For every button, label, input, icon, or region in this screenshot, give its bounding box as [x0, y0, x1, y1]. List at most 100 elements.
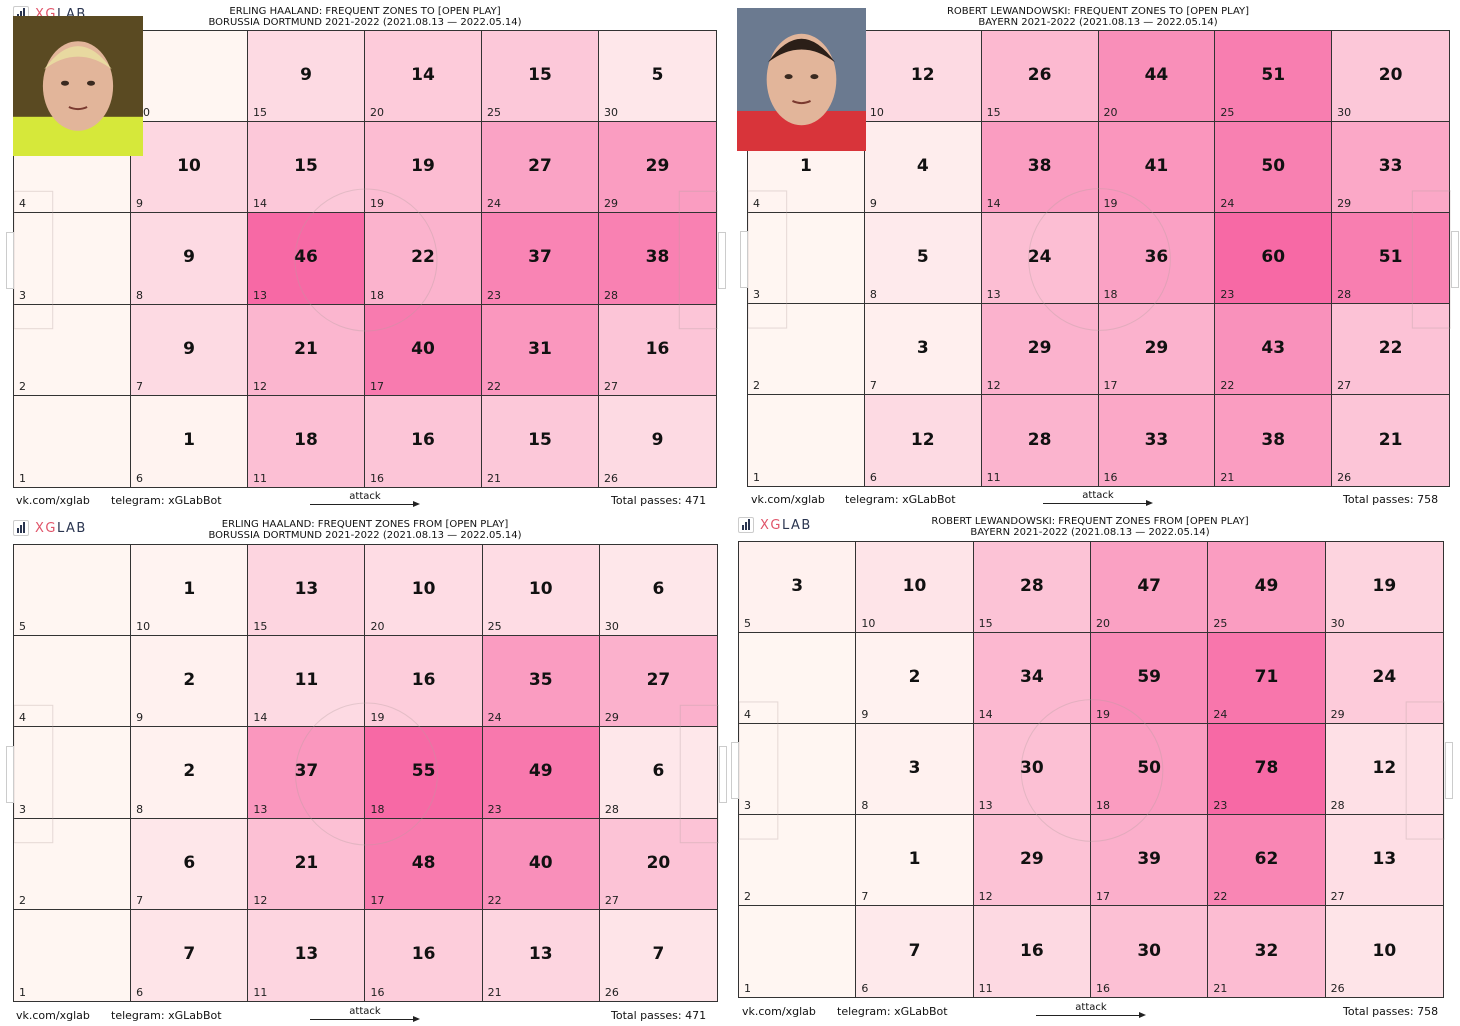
zone-id: 30 [1337, 106, 1352, 119]
goal-left [6, 231, 14, 289]
zone-value: 7 [908, 940, 921, 961]
zone-cell: 43 22 [1215, 304, 1333, 395]
logo-xg: XG [760, 517, 782, 533]
footer-telegram[interactable]: telegram: xGLabBot [111, 1009, 222, 1022]
zone-value: 50 [1137, 758, 1161, 778]
chart-subtitle: BORUSSIA DORTMUND 2021-2022 (2021.08.13 … [208, 17, 522, 28]
zone-id: 10 [136, 620, 151, 634]
zone-value: 9 [300, 65, 312, 86]
zone-id: 9 [136, 197, 143, 211]
zone-id: 30 [604, 620, 619, 634]
chart-title-line: ROBERT LEWANDOWSKI: FREQUENT ZONES TO [O… [946, 6, 1250, 17]
zone-cell: 33 16 [1098, 395, 1216, 486]
zone-cell: 2 [14, 818, 132, 910]
zone-cell: 10 25 [482, 545, 600, 637]
chart-subtitle: BAYERN 2021-2022 (2021.08.13 — 2022.05.1… [970, 527, 1210, 538]
zone-id: 27 [604, 379, 618, 393]
zone-id: 21 [1213, 982, 1228, 995]
zone-id: 25 [487, 106, 501, 120]
bar-chart-icon [738, 517, 754, 533]
zone-cell: 11 14 [248, 636, 366, 728]
logo-xg: XG [35, 520, 57, 536]
zone-value: 29 [645, 156, 670, 177]
goal-right [719, 745, 727, 803]
zone-value: 29 [1019, 849, 1044, 869]
chart-title-line: ROBERT LEWANDOWSKI: FREQUENT ZONES FROM … [931, 516, 1249, 527]
zone-cell: 29 29 [599, 122, 716, 214]
zone-value: 21 [1378, 429, 1403, 450]
zone-cell: 55 18 [365, 727, 483, 819]
zone-id: 16 [1096, 982, 1110, 995]
footer-site[interactable]: vk.com/xglab [16, 494, 90, 507]
zone-cell: 30 16 [1091, 906, 1209, 997]
zone-cell: 16 11 [973, 906, 1091, 997]
zone-value: 5 [916, 247, 929, 267]
zone-cell: 37 13 [248, 727, 366, 819]
zone-cell: 35 24 [482, 636, 600, 728]
arrow-line [310, 504, 414, 505]
zone-grid: 5109151420152553041091514191927242929398… [14, 31, 716, 487]
zone-value: 15 [528, 65, 552, 86]
zone-id: 6 [869, 471, 877, 484]
zone-cell: 3 [14, 727, 132, 819]
zone-cell: 19 30 [1325, 542, 1443, 633]
footer-site[interactable]: vk.com/xglab [751, 493, 825, 506]
zone-cell: 60 23 [1215, 213, 1333, 304]
zone-cell: 4 [739, 633, 857, 724]
zone-cell: 48 17 [365, 818, 483, 910]
zone-value: 51 [1378, 247, 1403, 267]
zone-id: 17 [1096, 890, 1110, 903]
zone-value: 13 [1372, 849, 1397, 869]
zone-id: 11 [978, 982, 993, 995]
zone-id: 15 [253, 620, 268, 634]
zone-id: 1 [744, 982, 751, 995]
zone-cell: 1 [748, 395, 865, 486]
zone-cell: 40 17 [365, 304, 482, 396]
zone-value: 10 [528, 579, 553, 600]
zone-id: 20 [1096, 617, 1110, 630]
attack-arrow: attack [310, 491, 420, 511]
zone-value: 30 [1019, 758, 1044, 778]
zone-value: 21 [294, 852, 319, 873]
zone-value: 13 [528, 944, 553, 965]
zone-cell: 15 21 [482, 395, 599, 487]
zone-id: 25 [487, 620, 502, 634]
zone-id: 19 [1096, 708, 1110, 721]
zone-value: 16 [1019, 940, 1044, 961]
zone-cell: 36 18 [1098, 213, 1216, 304]
zone-value: 1 [183, 430, 195, 451]
zone-cell: 49 25 [1208, 542, 1326, 633]
zone-id: 1 [19, 985, 26, 999]
footer-telegram[interactable]: telegram: xGLabBot [845, 493, 956, 506]
zone-value: 3 [916, 338, 929, 358]
footer-telegram[interactable]: telegram: xGLabBot [837, 1005, 948, 1018]
zone-value: 13 [294, 944, 319, 965]
zone-cell: 27 24 [482, 122, 599, 214]
zone-id: 28 [604, 288, 618, 302]
zone-grid: 3 5 10 10 28 15 47 20 49 25 19 30 4 2 9 34 14 59 19 71 24 24 2… [739, 542, 1443, 997]
footer-telegram[interactable]: telegram: xGLabBot [111, 494, 222, 507]
zone-value: 38 [1027, 156, 1052, 176]
zone-id: 17 [370, 893, 385, 907]
zone-cell: 10 26 [1325, 906, 1443, 997]
footer-site[interactable]: vk.com/xglab [742, 1005, 816, 1018]
zone-cell: 28 11 [981, 395, 1099, 486]
zone-id: 7 [136, 379, 143, 393]
footer-site[interactable]: vk.com/xglab [16, 1009, 90, 1022]
zone-cell: 13 15 [248, 545, 366, 637]
zone-id: 11 [253, 985, 268, 999]
zone-id: 27 [1337, 379, 1352, 392]
zone-id: 12 [253, 379, 267, 393]
zone-cell: 78 23 [1208, 724, 1326, 815]
zone-id: 4 [753, 197, 760, 210]
zone-cell: 12 6 [864, 395, 982, 486]
zone-value: 1 [799, 156, 812, 176]
attack-label: attack [349, 491, 381, 502]
chart-title: ERLING HAALAND: FREQUENT ZONES FROM [OPE… [115, 519, 615, 541]
chart-subtitle: BORUSSIA DORTMUND 2021-2022 (2021.08.13 … [208, 530, 522, 541]
